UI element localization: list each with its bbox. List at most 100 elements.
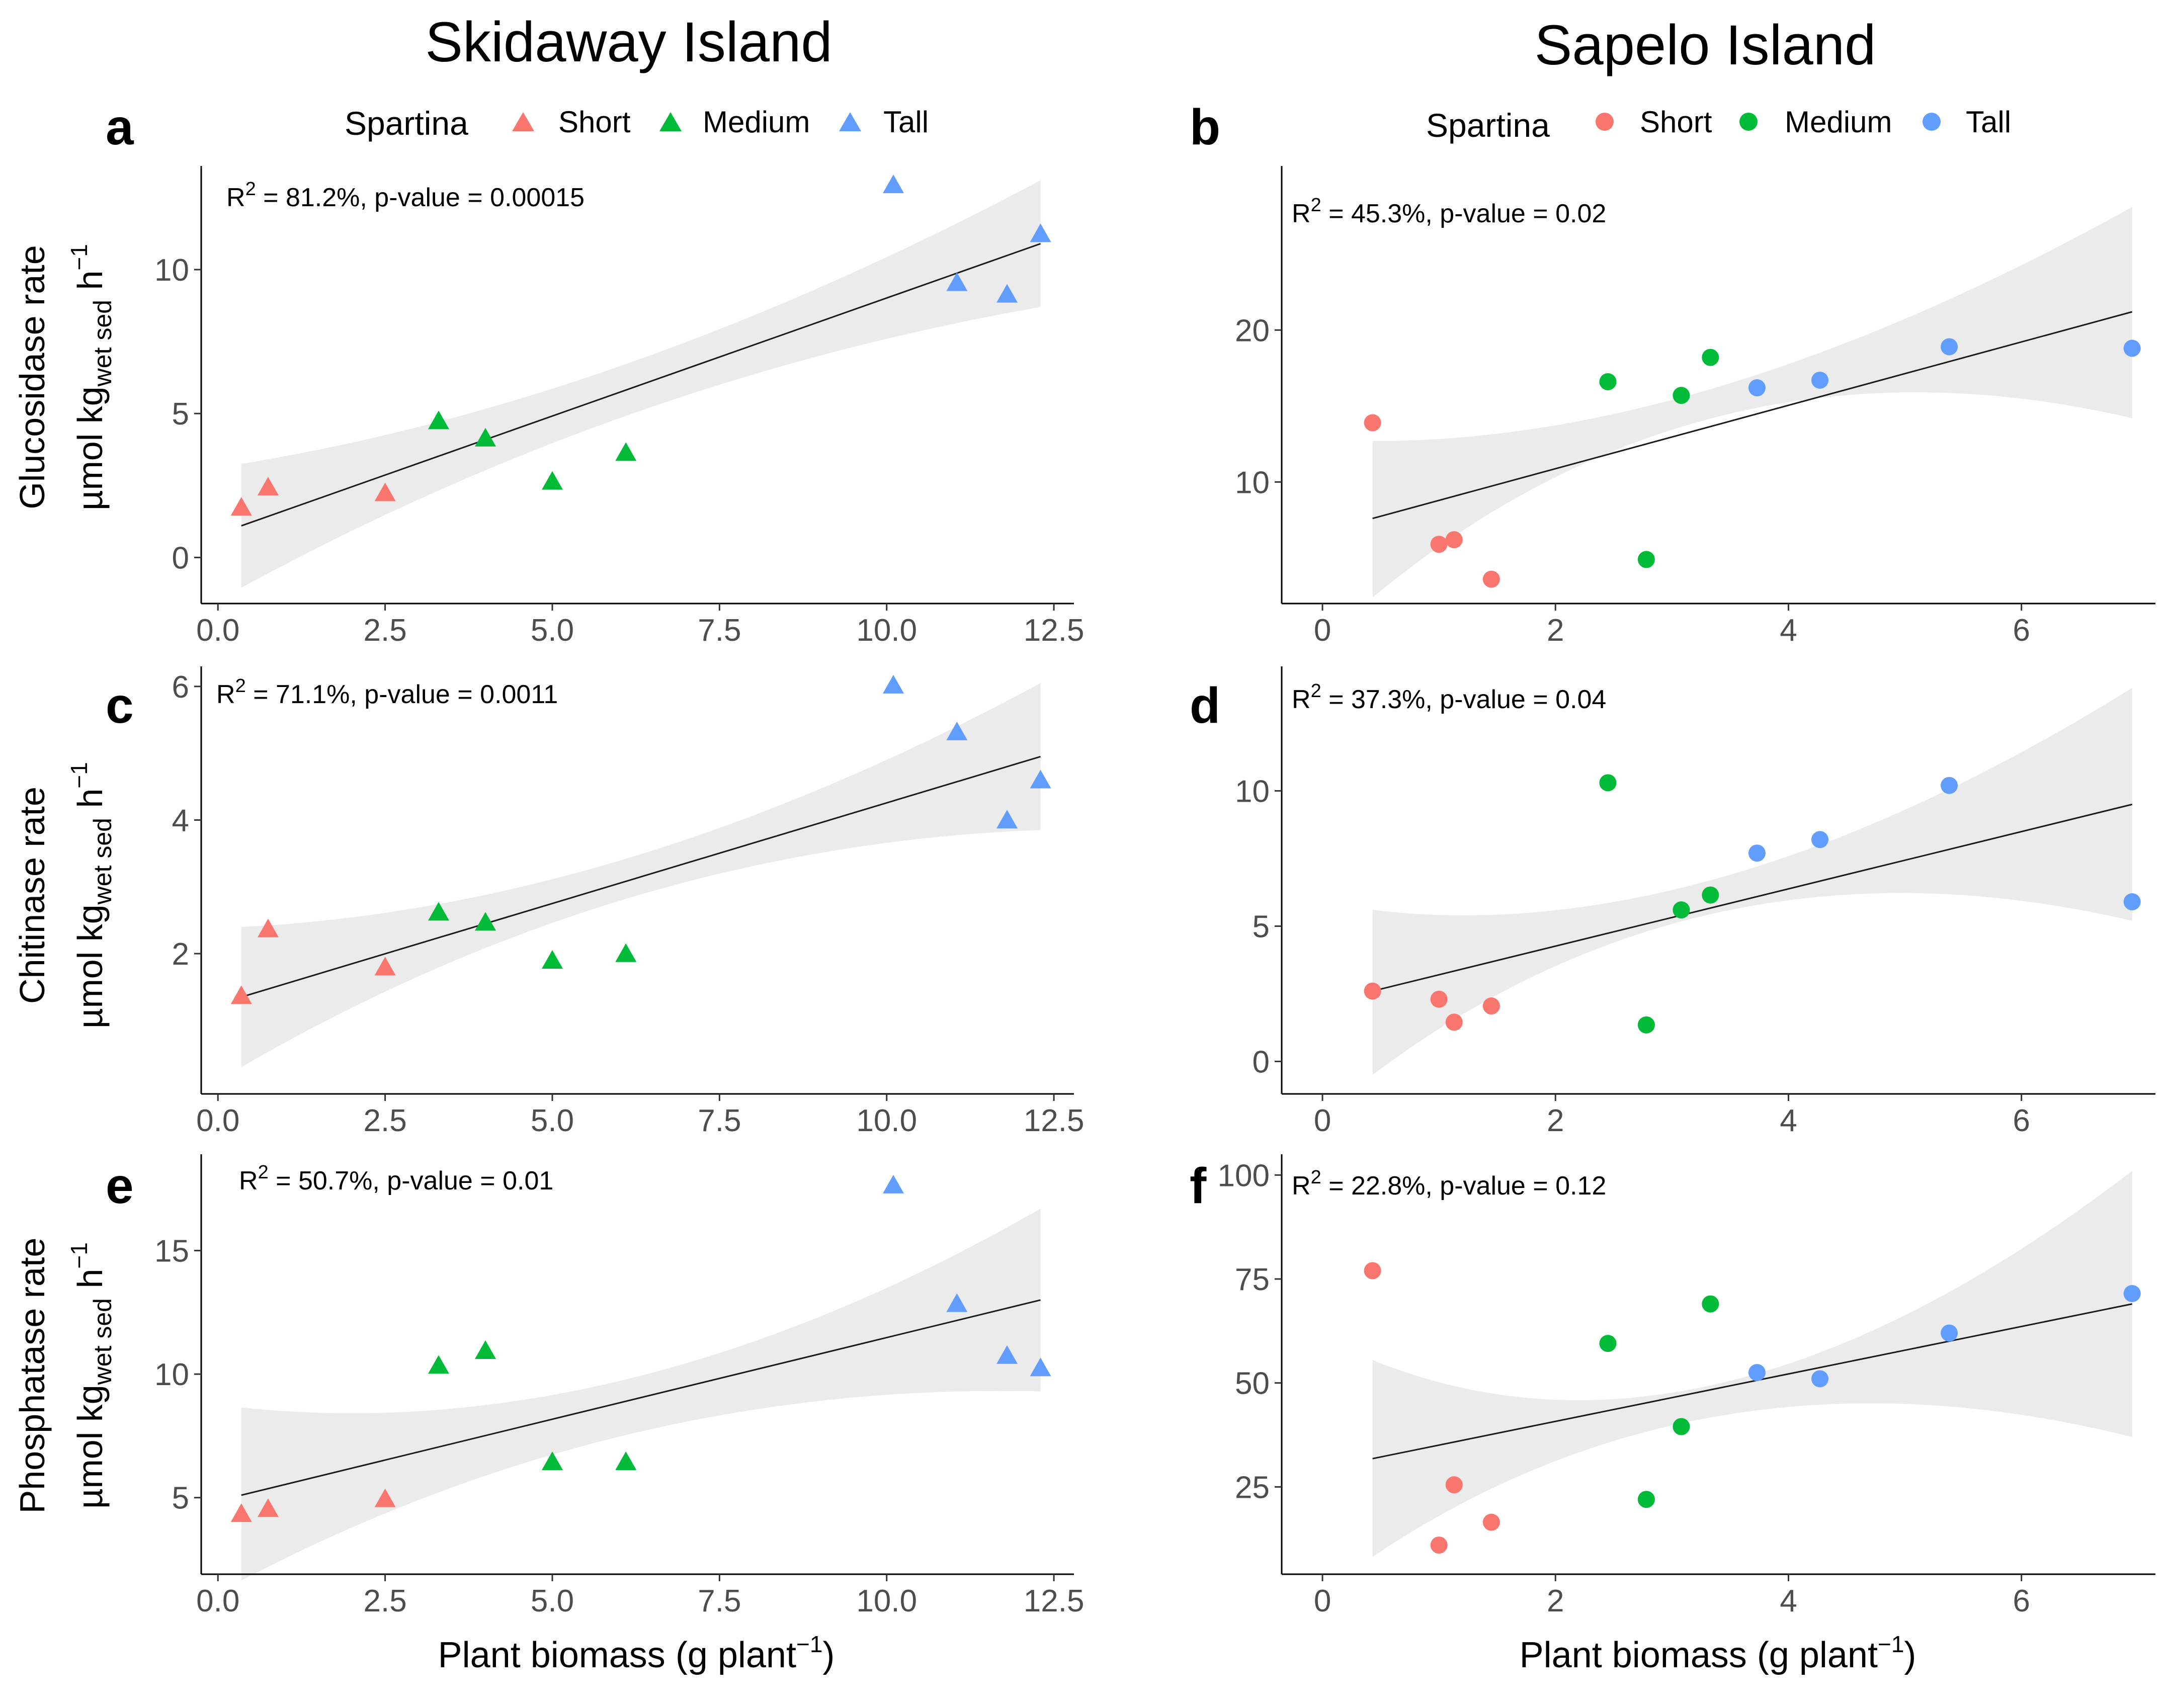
point-e-medium-2	[475, 1340, 496, 1359]
y-tick-label-b-2: 20	[1235, 313, 1270, 348]
point-d-medium-2	[1637, 1016, 1655, 1034]
legend-right-title: Spartina	[1426, 107, 1550, 144]
stats-text-a: = 81.2%, p-value = 0.00015	[256, 183, 585, 212]
x-tick-label-f-2: 2	[1547, 1584, 1564, 1618]
ylabel-row3-unit-exp: −1	[66, 1242, 92, 1268]
stats-r-e: R	[239, 1166, 258, 1195]
stats-annotation-f: R2 = 22.8%, p-value = 0.12	[1292, 1167, 1606, 1201]
point-b-tall-2	[1811, 371, 1828, 389]
legend-left-entry-tall: Tall	[839, 105, 929, 139]
x-tick-label-e-5: 10.0	[856, 1584, 917, 1618]
stats-annotation-e: R2 = 50.7%, p-value = 0.01	[239, 1162, 553, 1195]
point-a-short-3	[374, 482, 396, 501]
fit-line-c	[241, 755, 1041, 998]
confidence-band-c	[241, 683, 1041, 1067]
y-tick-label-f-3: 75	[1235, 1262, 1270, 1297]
legend-right-entry-tall: Tall	[1923, 105, 2011, 139]
fit-line-e	[241, 1299, 1041, 1496]
ylabel-row1-unit: µmol kgwet sed h−1	[66, 244, 117, 510]
x-tick-label-a-2: 2.5	[364, 613, 407, 648]
point-d-short-2	[1430, 990, 1448, 1008]
point-b-medium-3	[1673, 387, 1690, 404]
point-e-tall-1	[883, 1174, 904, 1193]
point-d-tall-1	[1748, 844, 1766, 862]
x-tick-label-c-6: 12.5	[1024, 1103, 1085, 1138]
stats-text-f: = 22.8%, p-value = 0.12	[1321, 1171, 1607, 1201]
x-tick-label-f-3: 4	[1780, 1584, 1797, 1618]
legend-right-tall-marker	[1923, 113, 1941, 131]
ylabel-row2-unit-h: h	[70, 789, 110, 818]
point-b-short-1	[1364, 414, 1381, 432]
panel-tag-c: c	[106, 677, 134, 734]
point-b-medium-2	[1637, 551, 1655, 568]
y-tick-label-d-3: 10	[1235, 774, 1270, 809]
y-tick-label-c-3: 6	[172, 670, 189, 705]
legend-left-entry-short: Short	[512, 105, 631, 139]
xlabel-left: Plant biomass (g plant−1)	[438, 1631, 835, 1675]
point-b-tall-4	[2123, 339, 2141, 357]
stats-r-d: R	[1292, 685, 1311, 714]
point-a-medium-2	[475, 428, 496, 447]
stats-text-c: = 71.1%, p-value = 0.0011	[246, 680, 558, 709]
legend-left: Spartina Short Medium Tall	[345, 105, 929, 142]
point-a-tall-1	[883, 175, 904, 194]
point-c-tall-3	[996, 810, 1018, 829]
point-b-medium-4	[1702, 349, 1719, 366]
point-a-tall-3	[996, 284, 1018, 303]
ylabel-row3-unit: µmol kgwet sed h−1	[66, 1242, 117, 1509]
legend-right-short-label: Short	[1640, 105, 1712, 139]
y-tick-label-c-1: 2	[172, 937, 189, 972]
y-tick-label-c-2: 4	[172, 803, 189, 838]
x-tick-label-c-3: 5.0	[531, 1103, 574, 1138]
y-tick-label-a-1: 0	[172, 541, 189, 575]
legend-right-short-marker	[1596, 113, 1614, 131]
stats-exp-d: 2	[1311, 680, 1321, 702]
panel-tag-e: e	[106, 1158, 134, 1214]
point-f-medium-2	[1637, 1491, 1655, 1508]
point-c-tall-1	[883, 674, 904, 694]
x-tick-label-c-2: 2.5	[364, 1103, 407, 1138]
point-c-short-1	[230, 985, 252, 1004]
point-d-tall-2	[1811, 831, 1828, 848]
point-b-short-2	[1430, 536, 1448, 553]
y-tick-label-f-4: 100	[1218, 1158, 1270, 1193]
fit-line-f	[1372, 1303, 2132, 1460]
confidence-band-b	[1372, 207, 2132, 597]
point-c-short-3	[374, 957, 396, 976]
panel-e: 0.0 2.5 5.0 7.5 10.0 12.5 5 10 15 R2 = 50.7%, p-v…	[154, 1154, 1084, 1618]
ylabel-row1-unit-h: h	[70, 271, 110, 300]
stats-r-a: R	[226, 183, 245, 212]
legend-left-tall-marker	[839, 112, 861, 131]
point-b-medium-1	[1599, 373, 1617, 390]
point-d-tall-4	[2123, 893, 2141, 911]
point-e-short-2	[257, 1498, 279, 1517]
point-b-tall-1	[1748, 379, 1766, 397]
x-tick-label-a-5: 10.0	[856, 613, 917, 648]
point-e-tall-3	[996, 1345, 1018, 1364]
point-b-short-3	[1445, 531, 1463, 549]
legend-left-title: Spartina	[345, 105, 468, 142]
x-tick-label-c-4: 7.5	[698, 1103, 741, 1138]
point-f-short-1	[1364, 1262, 1381, 1279]
stats-annotation-c: R2 = 71.1%, p-value = 0.0011	[216, 675, 558, 709]
legend-left-tall-label: Tall	[883, 105, 929, 139]
x-tick-label-e-6: 12.5	[1024, 1584, 1085, 1618]
x-tick-label-b-2: 2	[1547, 613, 1564, 648]
panel-tag-a: a	[106, 99, 134, 155]
y-tick-label-e-3: 15	[154, 1234, 189, 1269]
confidence-band-e	[241, 1209, 1041, 1581]
point-a-medium-4	[615, 442, 637, 461]
x-tick-label-f-1: 0	[1314, 1584, 1331, 1618]
point-e-medium-4	[615, 1451, 637, 1470]
point-d-short-3	[1445, 1013, 1463, 1031]
ylabel-row2-unit: µmol kgwet sed h−1	[66, 762, 117, 1029]
stats-text-d: = 37.3%, p-value = 0.04	[1321, 685, 1607, 714]
fit-line-b	[1372, 311, 2133, 520]
x-tick-label-b-4: 6	[2013, 613, 2030, 648]
ylabel-row1-unit-main: µmol kg	[70, 386, 110, 510]
ylabel-row3-name: Phosphatase rate	[13, 1238, 52, 1514]
x-tick-label-e-3: 5.0	[531, 1584, 574, 1618]
